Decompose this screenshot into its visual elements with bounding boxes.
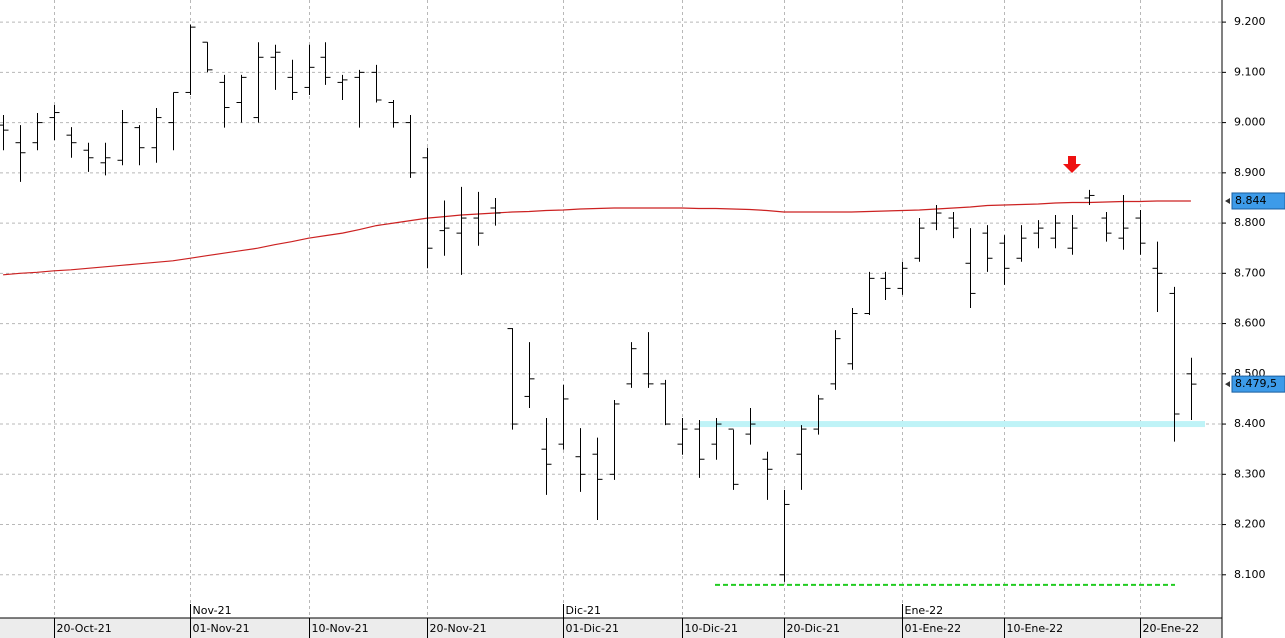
signal-arrow — [1063, 156, 1081, 173]
x-tick-label: 20-Ene-22 — [1143, 622, 1200, 635]
y-tick-label: 9.200 — [1234, 15, 1266, 28]
y-tick-label: 8.300 — [1234, 467, 1266, 480]
x-axis-band — [0, 618, 1222, 638]
axes: 8.1008.2008.3008.4008.5008.6008.7008.800… — [54, 15, 1285, 638]
value-marker-pointer — [1225, 197, 1230, 204]
bars — [0, 24, 1197, 582]
y-tick-label: 9.000 — [1234, 116, 1266, 129]
month-label: Nov-21 — [193, 604, 232, 617]
x-tick-label: 10-Dic-21 — [685, 622, 739, 635]
moving-average-line — [3, 200, 1191, 276]
support-band — [700, 421, 1205, 428]
value-marker-label: 8.479,5 — [1235, 377, 1277, 390]
x-tick-label: 20-Nov-21 — [430, 622, 487, 635]
value-marker-pointer — [1225, 381, 1230, 388]
y-tick-label: 8.700 — [1234, 266, 1266, 279]
value-marker-label: 8.844 — [1235, 194, 1267, 207]
value-marker — [1231, 192, 1285, 210]
y-tick-label: 8.800 — [1234, 216, 1266, 229]
grid — [0, 0, 1222, 618]
x-tick-label: 01-Dic-21 — [566, 622, 620, 635]
x-tick-label: 10-Nov-21 — [312, 622, 369, 635]
x-tick-label: 20-Oct-21 — [57, 622, 112, 635]
x-tick-label: 01-Nov-21 — [193, 622, 250, 635]
x-tick-label: 10-Ene-22 — [1007, 622, 1064, 635]
month-label: Ene-22 — [905, 604, 944, 617]
x-tick-label: 01-Ene-22 — [905, 622, 962, 635]
y-tick-label: 8.400 — [1234, 417, 1266, 430]
value-marker — [1231, 375, 1285, 393]
y-tick-label: 9.100 — [1234, 65, 1266, 78]
month-label: Dic-21 — [566, 604, 602, 617]
moving-average — [3, 200, 1191, 276]
levels — [700, 421, 1205, 586]
y-tick-label: 8.200 — [1234, 518, 1266, 531]
x-tick-label: 20-Dic-21 — [787, 622, 841, 635]
y-tick-label: 8.600 — [1234, 317, 1266, 330]
y-tick-label: 8.900 — [1234, 166, 1266, 179]
y-tick-label: 8.100 — [1234, 568, 1266, 581]
